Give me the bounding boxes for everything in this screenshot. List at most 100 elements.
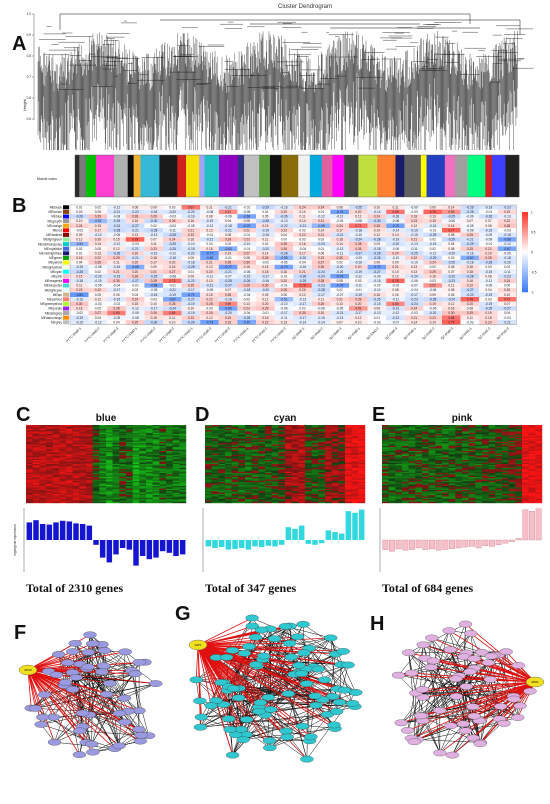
heatmap-cell [349, 283, 368, 288]
heatmap-cell-value: -0.21 [392, 316, 399, 320]
panel_g-node [225, 751, 240, 759]
heatmap-cell [404, 241, 424, 247]
heatmap-cell-value: 0.29 [262, 307, 268, 311]
heatmap-cell [125, 264, 145, 270]
heatmap-row-label: MElightyellow [43, 265, 63, 269]
heatmap-cell-value: 0.15 [206, 293, 212, 297]
panel_h-node [463, 668, 477, 676]
panel_c-bar [166, 540, 173, 553]
heatmap-cell [423, 310, 442, 316]
heatmap-cell-value: 0.51 [355, 307, 361, 311]
heatmap-row-swatch [63, 265, 69, 270]
module-color-segment [244, 155, 260, 197]
heatmap-cell-value: -0.05 [485, 284, 492, 288]
heatmap-cell [497, 232, 517, 238]
heatmap-cell-value: 0.03 [485, 297, 491, 301]
heatmap-cell-value: -0.25 [410, 251, 417, 255]
heatmap-cell-value: 0.76 [430, 210, 436, 214]
heatmap-cell [442, 255, 461, 261]
heatmap-cell [330, 274, 349, 279]
heatmap-cell [311, 241, 331, 247]
heatmap-cell-value: 0.20 [355, 302, 361, 306]
heatmap-cell [200, 228, 219, 233]
heatmap-cell [237, 209, 256, 215]
heatmap-cell-value: 0.07 [448, 270, 454, 274]
heatmap-cell [274, 241, 294, 247]
heatmap-cell-value: 0.03 [299, 238, 305, 242]
heatmap-cell [386, 301, 405, 307]
heatmap-cell-value: -0.28 [113, 228, 120, 232]
panel_e-bar [395, 539, 402, 550]
heatmap-cell-value: 0.22 [299, 233, 305, 237]
heatmap-cell [479, 310, 498, 316]
panel_h-node [497, 720, 511, 727]
heatmap-cell [442, 278, 461, 284]
heatmap-cell-value: 0.08 [206, 215, 212, 219]
heatmap-cell-value: -0.09 [355, 256, 362, 260]
heatmap-cell [367, 320, 387, 325]
heatmap-cell [442, 223, 461, 228]
heatmap-cell-value: -0.27 [466, 288, 473, 292]
heatmap-cell-value: 0.10 [299, 210, 305, 214]
heatmap-cell [330, 223, 349, 228]
heatmap-cell [125, 241, 145, 247]
heatmap-cell-value: -0.15 [76, 320, 83, 324]
heatmap-cell [330, 241, 349, 247]
heatmap-cell [237, 241, 256, 247]
heatmap-cell-value: 0.08 [467, 307, 473, 311]
heatmap-cell-value: 0.30 [262, 284, 268, 288]
panel_e-bar [402, 539, 409, 551]
heatmap-cell [200, 209, 219, 215]
heatmap-cell-value: -0.16 [355, 261, 362, 265]
heatmap-cell [423, 232, 442, 238]
heatmap-cell [163, 237, 182, 242]
heatmap-cell [349, 209, 368, 215]
heatmap-cell [367, 260, 387, 265]
heatmap-cell-value: 0.28 [281, 242, 287, 246]
heatmap-row-label: MEcyan [50, 270, 62, 274]
heatmap-cell-value: -0.11 [392, 297, 399, 301]
heatmap-cell [218, 274, 238, 279]
heatmap-cell-value: -0.19 [187, 311, 194, 315]
heatmap-cell [349, 287, 368, 293]
heatmap-cell [88, 260, 108, 265]
heatmap-cell [125, 255, 145, 261]
panel_g-node [253, 699, 268, 706]
heatmap-cell-value: -0.22 [131, 210, 138, 214]
heatmap-cell [311, 232, 331, 238]
heatmap-cell [404, 320, 424, 325]
heatmap-cell-value: 0.23 [76, 288, 82, 292]
panel_d-bar [352, 512, 358, 540]
heatmap-cell [442, 251, 461, 256]
heatmap-cell-value: 0.25 [188, 284, 194, 288]
panel_g-node [304, 733, 318, 741]
heatmap-column-label: PYTC-S3d0-2 [140, 326, 157, 343]
heatmap-cell-value: -0.28 [169, 233, 176, 237]
heatmap-cell-value: -0.80 [76, 293, 83, 297]
heatmap-cell-value: 0.77 [448, 228, 454, 232]
heatmap-cell-value: 0.08 [448, 233, 454, 237]
heatmap-cell-value: -0.26 [243, 279, 250, 283]
module-color-segment [377, 155, 396, 197]
heatmap-cell-value: 0.13 [430, 215, 436, 219]
heatmap-cell-value: -0.01 [131, 284, 138, 288]
heatmap-cell-value: 0.01 [76, 205, 82, 209]
heatmap-cell [144, 292, 163, 297]
heatmap-cell-value: 0.02 [318, 238, 324, 242]
heatmap-cell-value: -0.23 [410, 297, 417, 301]
heatmap-cell [88, 320, 108, 325]
heatmap-cell-value: -0.18 [503, 256, 510, 260]
heatmap-cell [218, 278, 238, 284]
heatmap-cell [479, 228, 498, 233]
heatmap-cell-value: 0.12 [95, 297, 101, 301]
heatmap-cell [423, 274, 442, 279]
heatmap-cell-value: -0.18 [224, 224, 231, 228]
heatmap-cell [88, 269, 108, 274]
module-color-segment [219, 155, 239, 197]
heatmap-cell-value: 0.13 [206, 228, 212, 232]
heatmap-column-label: QZ-S5d0-2 [421, 326, 435, 340]
panel_c-title: blue [96, 413, 117, 424]
heatmap-cell-value: 0.08 [392, 288, 398, 292]
heatmap-cell [349, 246, 368, 251]
